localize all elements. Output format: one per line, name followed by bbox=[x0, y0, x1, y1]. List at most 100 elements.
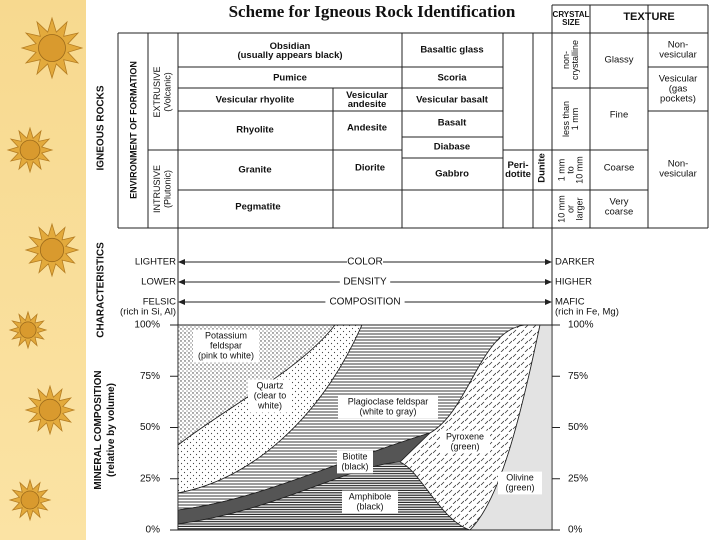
characteristic: (rich in Si, Al) bbox=[120, 307, 176, 318]
rock-name: Diorite bbox=[355, 163, 385, 174]
vesicularity: (gas bbox=[669, 84, 688, 95]
side-label: (Volcanic) bbox=[163, 72, 173, 112]
rock-name: Obsidian bbox=[270, 41, 311, 52]
label-bg bbox=[193, 329, 259, 363]
texture: coarse bbox=[605, 207, 634, 218]
rock-name: andesite bbox=[348, 99, 387, 110]
side-label: ENVIRONMENT OF FORMATION bbox=[128, 61, 138, 199]
header: TEXTURE bbox=[623, 11, 674, 23]
label-bg bbox=[498, 471, 542, 495]
vesicularity: Non- bbox=[668, 40, 689, 51]
percent-label: 0% bbox=[146, 525, 161, 536]
mineral-label: white) bbox=[257, 400, 282, 410]
rock-name: Rhyolite bbox=[236, 125, 273, 136]
crystal-size: 10 mm bbox=[574, 156, 584, 184]
vesicularity: vesicular bbox=[659, 169, 697, 180]
sun-decorations bbox=[6, 16, 84, 522]
label-bg bbox=[347, 256, 383, 268]
sun-face bbox=[38, 34, 66, 62]
rock-name: Dunite bbox=[537, 153, 548, 183]
label-bg bbox=[440, 430, 490, 454]
percent-label: 100% bbox=[134, 320, 160, 331]
rock-name: Peri- bbox=[507, 160, 528, 171]
mineral-label: (green) bbox=[505, 482, 534, 492]
header: CRYSTAL bbox=[553, 10, 590, 19]
rock-name: dotite bbox=[505, 169, 531, 180]
vesicularity: vesicular bbox=[659, 50, 697, 61]
title: Scheme for Igneous Rock Identification bbox=[229, 2, 516, 21]
label-bg bbox=[325, 296, 405, 308]
crystal-size: larger bbox=[574, 197, 584, 220]
mineral-label: Quartz bbox=[256, 380, 284, 390]
crystal-size: crystalline bbox=[570, 40, 580, 80]
rock-name: Gabbro bbox=[435, 169, 469, 180]
characteristic: MAFIC bbox=[555, 297, 585, 308]
header: SIZE bbox=[562, 18, 580, 27]
sun-face bbox=[39, 237, 65, 263]
rock-name: Granite bbox=[238, 165, 271, 176]
side-label: (Plutonic) bbox=[163, 170, 173, 208]
percent-label: 0% bbox=[568, 525, 583, 536]
mineral-label: Plagioclase feldspar bbox=[348, 396, 429, 406]
side-label: IGNEOUS ROCKS bbox=[96, 85, 107, 170]
side-label: CHARACTERISTICS bbox=[96, 242, 107, 338]
percent-label: 75% bbox=[568, 371, 588, 382]
percent-label: 25% bbox=[140, 473, 160, 484]
sun-face bbox=[20, 490, 40, 510]
mineral-label: Amphibole bbox=[349, 491, 392, 501]
rock-name: Basalt bbox=[438, 118, 467, 129]
characteristic: COMPOSITION bbox=[329, 297, 400, 308]
mineral-label: (pink to white) bbox=[198, 350, 254, 360]
mineral-label: feldspar bbox=[210, 340, 242, 350]
sun-face bbox=[38, 398, 62, 422]
characteristic: HIGHER bbox=[555, 277, 592, 288]
mineral-label: Olivine bbox=[506, 472, 534, 482]
vesicularity: pockets) bbox=[660, 94, 696, 105]
rock-name: Scoria bbox=[437, 73, 467, 84]
crystal-size: 1 mm bbox=[556, 159, 566, 182]
rock-name: Vesicular bbox=[346, 90, 388, 101]
percent-label: 25% bbox=[568, 473, 588, 484]
label-bg bbox=[337, 450, 373, 474]
rock-name: Pumice bbox=[273, 73, 307, 84]
mineral-label: (black) bbox=[341, 461, 368, 471]
side-label: (relative by volume) bbox=[106, 383, 117, 477]
characteristic: DENSITY bbox=[343, 277, 387, 288]
rock-name: Pegmatite bbox=[235, 202, 280, 213]
texture: Glassy bbox=[604, 55, 633, 66]
percent-label: 75% bbox=[140, 371, 160, 382]
side-label: MINERAL COMPOSITION bbox=[93, 370, 104, 489]
rock-name: Andesite bbox=[347, 123, 387, 134]
sun-face bbox=[19, 139, 41, 161]
mineral-label: (white to gray) bbox=[359, 406, 416, 416]
texture: Fine bbox=[610, 110, 628, 121]
crystal-size: 10 mm bbox=[556, 195, 566, 223]
characteristic: FELSIC bbox=[143, 297, 176, 308]
rock-name: Vesicular basalt bbox=[416, 95, 489, 106]
side-label: INTRUSIVE bbox=[152, 165, 162, 213]
sun-face bbox=[19, 321, 37, 339]
mineral-label: Pyroxene bbox=[446, 431, 484, 441]
characteristic: (rich in Fe, Mg) bbox=[555, 307, 619, 318]
mineral-label: (black) bbox=[356, 501, 383, 511]
texture: Very bbox=[609, 197, 628, 208]
percent-label: 50% bbox=[568, 422, 588, 433]
crystal-size: to bbox=[565, 166, 575, 174]
rock-name: Diabase bbox=[434, 142, 470, 153]
label-bg bbox=[338, 395, 438, 419]
decorative-strip bbox=[0, 0, 86, 540]
characteristic: LIGHTER bbox=[135, 257, 176, 268]
rock-name: Basaltic glass bbox=[420, 45, 483, 56]
side-label: EXTRUSIVE bbox=[152, 66, 162, 117]
texture: Coarse bbox=[604, 163, 635, 174]
label-bg bbox=[248, 379, 292, 413]
characteristic: COLOR bbox=[347, 257, 383, 268]
mineral-label: (clear to bbox=[254, 390, 287, 400]
crystal-size: or bbox=[565, 205, 575, 213]
rock-name: Vesicular rhyolite bbox=[216, 95, 295, 106]
crystal-size: non- bbox=[561, 51, 571, 69]
mineral-label: Potassium bbox=[205, 330, 247, 340]
rock-name: (usually appears black) bbox=[237, 50, 342, 61]
